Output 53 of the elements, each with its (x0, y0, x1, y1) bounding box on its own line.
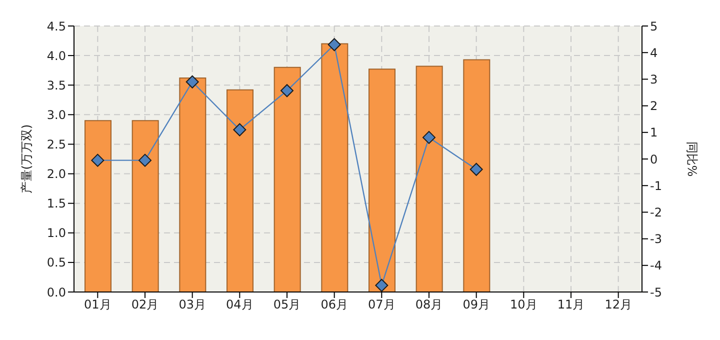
y2-tick-label: 2 (650, 99, 658, 114)
y2-axis-title: 同比% (684, 141, 699, 177)
x-tick-label: 02月 (131, 298, 159, 312)
x-tick-label: 06月 (320, 298, 348, 312)
bar (321, 43, 348, 292)
y-tick-label: 3.0 (46, 108, 66, 122)
y2-tick-label: 1 (650, 126, 658, 140)
y-tick-label: 1.5 (46, 196, 66, 211)
x-tick-label: 10月 (510, 298, 538, 312)
x-tick-label: 08月 (415, 298, 443, 312)
x-tick-label: 11月 (557, 298, 585, 312)
bar (274, 66, 301, 292)
y-tick-label: 1.0 (46, 226, 66, 240)
y2-tick-label: 4 (650, 46, 658, 60)
point (138, 154, 152, 167)
y2-tick-label: -4 (650, 258, 662, 273)
x-tick-label: 04月 (226, 298, 254, 312)
bar (368, 68, 396, 292)
y2-tick-label: -1 (650, 178, 662, 193)
y-tick-label: 2.5 (46, 137, 66, 152)
y-tick-label: 0.5 (46, 256, 66, 270)
y2-tick-label: -2 (650, 205, 662, 220)
point (375, 278, 388, 292)
point (328, 38, 341, 52)
y-tick-label: 4.0 (46, 48, 66, 63)
point (233, 123, 246, 136)
point (186, 75, 199, 88)
y2-tick-label: 0 (650, 152, 658, 166)
x-tick-label: 12月 (604, 298, 632, 312)
y2-tick-label: 5 (650, 19, 658, 34)
y-tick-label: 3.5 (46, 78, 66, 92)
x-tick-label: 03月 (178, 298, 206, 312)
bar (463, 59, 490, 292)
bar (416, 66, 443, 292)
y2-tick-label: -3 (650, 232, 662, 246)
y-axis-title: 产量(万万双) (19, 124, 34, 194)
y2-tick-label: -5 (650, 285, 662, 300)
bar (179, 78, 206, 292)
point (422, 130, 436, 144)
x-tick-label: 05月 (273, 298, 301, 312)
y-tick-label: 2.0 (46, 167, 66, 182)
bar (132, 120, 159, 292)
x-tick-label: 09月 (462, 298, 490, 312)
point (91, 154, 104, 167)
bar (226, 89, 254, 292)
point (470, 162, 483, 176)
y-tick-label: 0.0 (46, 285, 66, 300)
y-tick-label: 4.5 (46, 19, 66, 34)
bar (84, 120, 112, 292)
x-tick-label: 07月 (368, 298, 396, 312)
y2-tick-label: 3 (650, 72, 658, 86)
x-tick-label: 01月 (84, 298, 112, 312)
point (280, 84, 294, 98)
